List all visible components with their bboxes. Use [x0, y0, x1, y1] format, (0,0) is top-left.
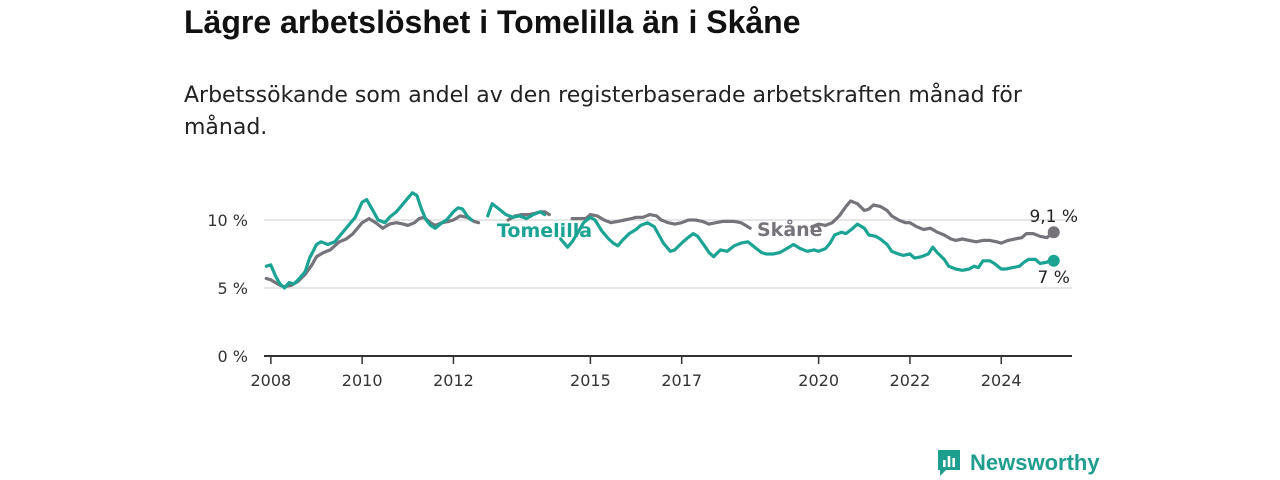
- end-label-tomelilla: 7 %: [1038, 268, 1070, 288]
- chart-title: Lägre arbetslöshet i Tomelilla än i Skån…: [184, 4, 801, 40]
- x-tick-label: 2010: [342, 371, 383, 390]
- series-line-tomelilla: [264, 191, 1056, 290]
- newsworthy-logo-text: Newsworthy: [970, 450, 1100, 475]
- y-tick-label: 5 %: [218, 279, 248, 298]
- x-tick-label: 2015: [570, 371, 611, 390]
- end-point-tomelilla: [1047, 254, 1060, 267]
- end-point-skane: [1047, 226, 1060, 239]
- y-tick-label: 10 %: [207, 211, 248, 230]
- line-chart: 0 % 5 % 10 % 2008 2010 2012 2015 2017 2020 2022 20…: [207, 191, 1078, 390]
- series-label-skane: Skåne: [757, 217, 823, 241]
- x-tick-label: 2024: [981, 371, 1022, 390]
- x-tick-label: 2020: [798, 371, 839, 390]
- end-label-skane: 9,1 %: [1029, 207, 1078, 227]
- series-line-skane: [264, 199, 1056, 289]
- newsworthy-logo: Newsworthy: [936, 448, 1100, 478]
- x-tick-label: 2022: [890, 371, 931, 390]
- chart-subtitle: Arbetssökande som andel av den registerb…: [184, 83, 1022, 140]
- x-tick-label: 2008: [250, 371, 291, 390]
- series-label-tomelilla: Tomelilla: [497, 220, 592, 242]
- y-tick-label: 0 %: [218, 347, 248, 366]
- newsworthy-logo-icon: [938, 450, 960, 476]
- x-tick-label: 2017: [661, 371, 702, 390]
- x-tick-label: 2012: [433, 371, 474, 390]
